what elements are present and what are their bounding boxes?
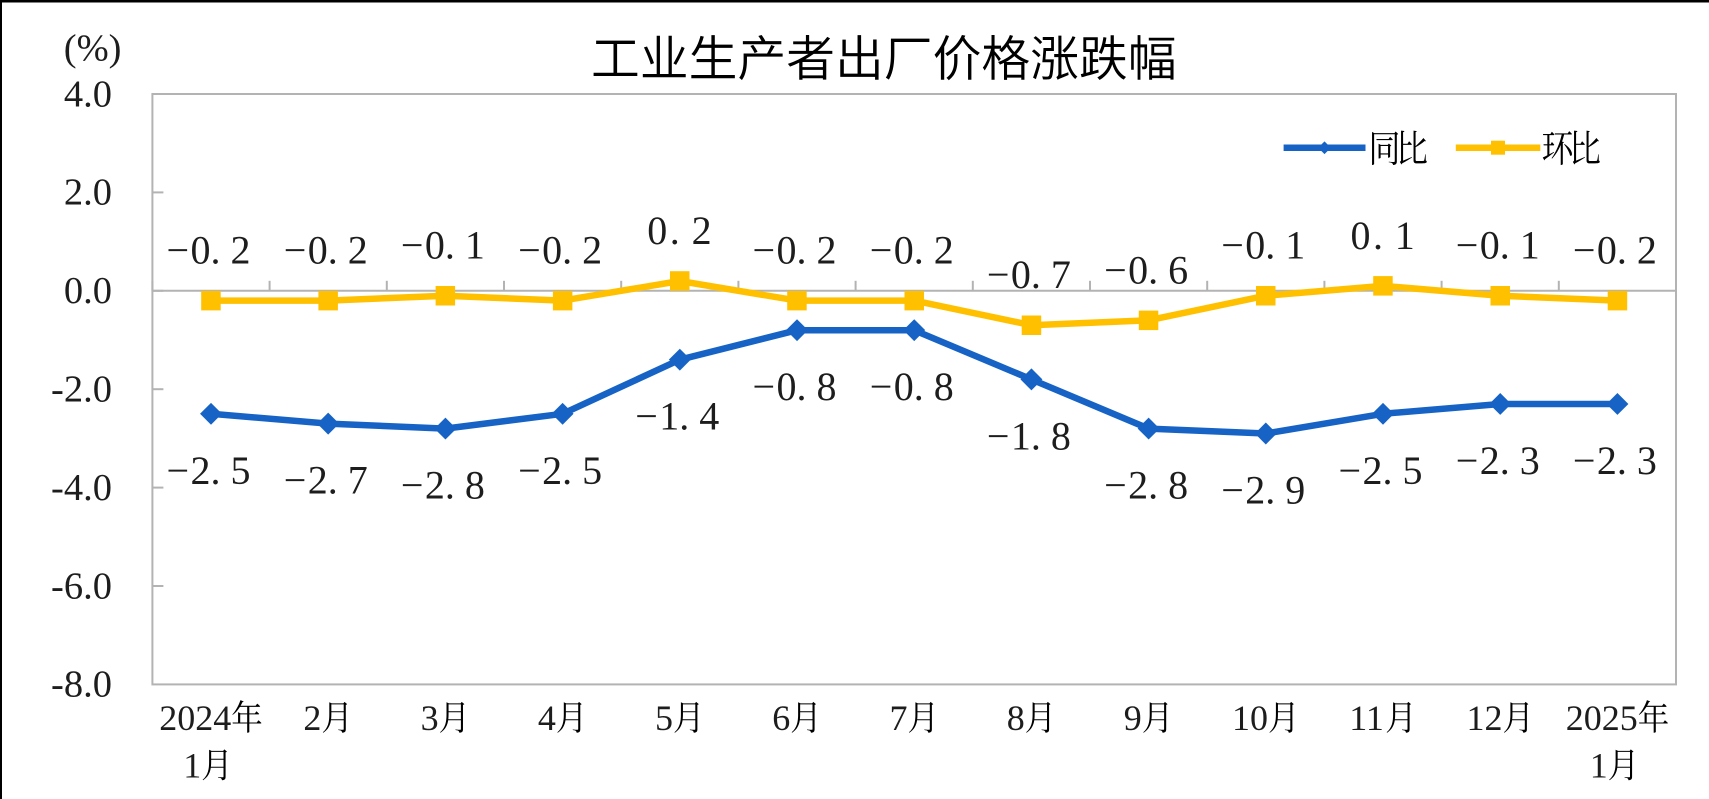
svg-text:2: 2 [303, 698, 321, 738]
svg-text:−1.8: −1.8 [987, 413, 1071, 458]
svg-text:0.2: 0.2 [647, 208, 711, 253]
svg-text:2025: 2025 [1566, 698, 1638, 738]
svg-text:−2.5: −2.5 [1339, 448, 1423, 493]
svg-text:2.0: 2.0 [64, 172, 112, 214]
svg-text:11: 11 [1349, 698, 1384, 738]
svg-text:−2.9: −2.9 [1221, 468, 1305, 513]
svg-text:12: 12 [1467, 698, 1503, 738]
svg-text:0.0: 0.0 [64, 270, 112, 312]
svg-text:−2.5: −2.5 [167, 448, 251, 493]
svg-text:−0.2: −0.2 [753, 228, 837, 273]
svg-text:(%): (%) [64, 28, 122, 70]
svg-text:−2.3: −2.3 [1456, 438, 1540, 483]
svg-text:−2.8: −2.8 [401, 463, 485, 508]
svg-text:-2.0: -2.0 [51, 369, 112, 411]
svg-text:4: 4 [538, 698, 556, 738]
svg-text:5: 5 [655, 698, 673, 738]
svg-text:8: 8 [1007, 698, 1025, 738]
svg-text:-4.0: -4.0 [51, 467, 112, 509]
svg-text:−0.8: −0.8 [753, 364, 837, 409]
svg-text:−0.6: −0.6 [1104, 247, 1188, 292]
svg-text:0.1: 0.1 [1351, 213, 1415, 258]
svg-text:−0.1: −0.1 [1221, 223, 1305, 268]
svg-text:−0.2: −0.2 [167, 228, 251, 273]
svg-text:3: 3 [421, 698, 439, 738]
svg-text:1: 1 [1590, 746, 1608, 786]
svg-text:−0.7: −0.7 [987, 252, 1071, 297]
svg-text:10: 10 [1232, 698, 1268, 738]
svg-text:4.0: 4.0 [64, 73, 112, 115]
svg-text:−0.1: −0.1 [1456, 223, 1540, 268]
svg-text:−2.7: −2.7 [284, 458, 368, 503]
svg-text:−0.2: −0.2 [284, 228, 368, 273]
svg-text:−0.1: −0.1 [401, 223, 485, 268]
svg-text:9: 9 [1124, 698, 1142, 738]
svg-text:-6.0: -6.0 [51, 565, 112, 607]
svg-text:−0.2: −0.2 [870, 228, 954, 273]
svg-text:−2.8: −2.8 [1104, 463, 1188, 508]
svg-text:−0.8: −0.8 [870, 364, 954, 409]
svg-text:6: 6 [772, 698, 790, 738]
svg-text:2024: 2024 [159, 698, 231, 738]
svg-text:−2.3: −2.3 [1573, 438, 1657, 483]
svg-text:-8.0: -8.0 [51, 664, 112, 706]
svg-text:−2.5: −2.5 [518, 448, 602, 493]
svg-text:7: 7 [890, 698, 908, 738]
svg-text:−1.4: −1.4 [635, 394, 719, 439]
svg-text:1: 1 [183, 746, 201, 786]
svg-text:−0.2: −0.2 [1573, 228, 1657, 273]
svg-text:−0.2: −0.2 [518, 228, 602, 273]
